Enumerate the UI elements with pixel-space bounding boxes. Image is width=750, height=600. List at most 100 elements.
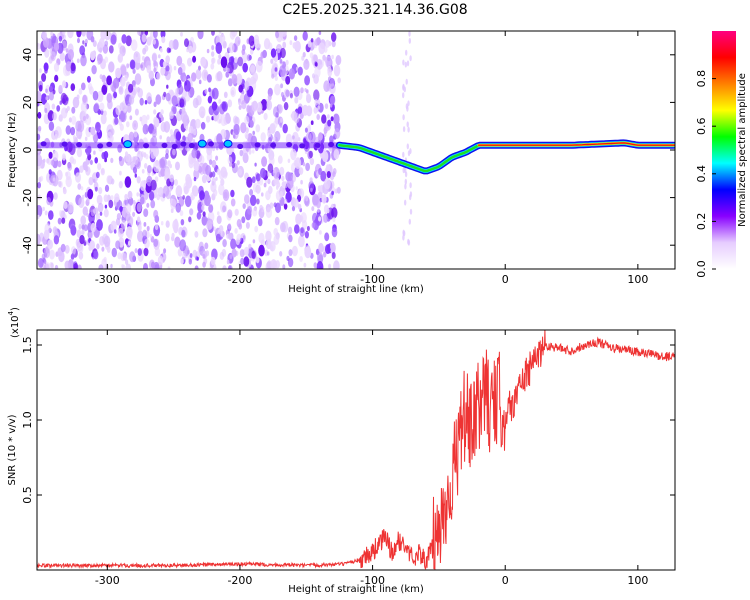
noise-blob [67, 49, 74, 60]
noise-blob [211, 57, 215, 65]
noise-blob [53, 42, 60, 52]
noise-blob [110, 157, 114, 164]
noise-blob [180, 258, 184, 265]
noise-blob [248, 54, 252, 61]
noise-blob [262, 49, 267, 59]
noise-blob [79, 165, 84, 173]
noise-blob [44, 223, 51, 235]
noise-blob [188, 45, 193, 54]
noise-blob [279, 166, 285, 176]
noise-blob [323, 214, 328, 223]
noise-blob [271, 73, 275, 79]
noise-blob [120, 76, 126, 87]
noise-blob [289, 40, 293, 46]
noise-blob [205, 164, 212, 176]
noise-blob [157, 186, 164, 198]
noise-blob [180, 219, 185, 226]
noise-blob [99, 102, 105, 112]
noise-blob [62, 155, 66, 161]
noise-blob [279, 122, 283, 128]
figure-title: C2E5.2025.321.14.36.G08 [282, 2, 467, 18]
noise-blob [319, 64, 323, 69]
noise-blob [197, 31, 204, 40]
noise-blob [180, 102, 184, 108]
colorbar-tick-label: 0.0 [695, 260, 708, 278]
noise-blob [184, 195, 192, 208]
noise-blob [285, 171, 292, 182]
noise-blob [146, 225, 150, 232]
noise-blob [208, 204, 214, 213]
noise-blob [305, 132, 312, 143]
noise-blob [192, 97, 199, 109]
noise-blob [159, 48, 163, 53]
noise-blob [195, 69, 202, 80]
noise-blob [227, 209, 233, 219]
noise-blob [37, 133, 41, 141]
noise-blob [286, 255, 290, 262]
noise-blob [191, 148, 197, 159]
noise-blob [47, 239, 53, 250]
noise-blob [215, 155, 219, 161]
noise-blob [157, 255, 164, 266]
noise-blob [92, 90, 99, 101]
noise-blob [49, 249, 55, 260]
noise-blob [44, 48, 50, 58]
noise-blob [119, 170, 122, 176]
noise-blob [333, 260, 340, 269]
snr-xtick-label: -100 [360, 574, 385, 587]
ridge-spot [61, 141, 68, 147]
noise-blob [56, 169, 63, 181]
noise-blob [154, 224, 159, 231]
noise-blob [154, 176, 159, 183]
noise-blob [189, 208, 194, 216]
noise-blob [301, 55, 305, 61]
noise-blob [226, 54, 230, 60]
noise-blob [165, 153, 169, 160]
noise-blob [218, 183, 225, 196]
noise-blob [153, 60, 157, 67]
noise-blob [331, 190, 334, 196]
ridge-spot [76, 142, 83, 148]
noise-blob [77, 183, 82, 190]
noise-blob [63, 34, 66, 40]
noise-blob [206, 220, 213, 231]
noise-blob [136, 150, 143, 162]
noise-blob [318, 132, 323, 141]
noise-blob [58, 35, 63, 42]
noise-blob [106, 75, 112, 86]
noise-blob [304, 246, 312, 259]
noise-blob [255, 124, 261, 133]
noise-blob [126, 121, 130, 128]
noise-blob [79, 45, 86, 56]
noise-blob [329, 95, 336, 106]
noise-blob [125, 153, 131, 163]
noise-blob [192, 249, 198, 258]
noise-blob [325, 164, 330, 172]
noise-blob [44, 210, 48, 216]
noise-blob [42, 158, 46, 163]
noise-blob [119, 102, 125, 112]
spectrogram-ridge [37, 139, 675, 175]
noise-blob [111, 247, 118, 258]
noise-blob [314, 62, 318, 67]
noise-blob [172, 39, 179, 50]
noise-blob [184, 91, 191, 102]
noise-blob [215, 176, 218, 181]
noise-blob [37, 91, 42, 103]
noise-blob [246, 105, 251, 114]
noise-blob [275, 31, 280, 39]
noise-blob [216, 133, 223, 145]
noise-blob [155, 94, 162, 105]
noise-blob [259, 204, 263, 211]
noise-blob [87, 188, 94, 200]
noise-blob [276, 46, 281, 54]
noise-blob [333, 149, 340, 160]
noise-blob [231, 162, 236, 169]
noise-blob [97, 202, 104, 213]
noise-blob [233, 115, 238, 125]
noise-blob [297, 137, 301, 142]
noise-blob [141, 33, 147, 43]
noise-blob [108, 61, 115, 73]
noise-blob [162, 61, 167, 68]
ridge-spot [286, 142, 293, 148]
